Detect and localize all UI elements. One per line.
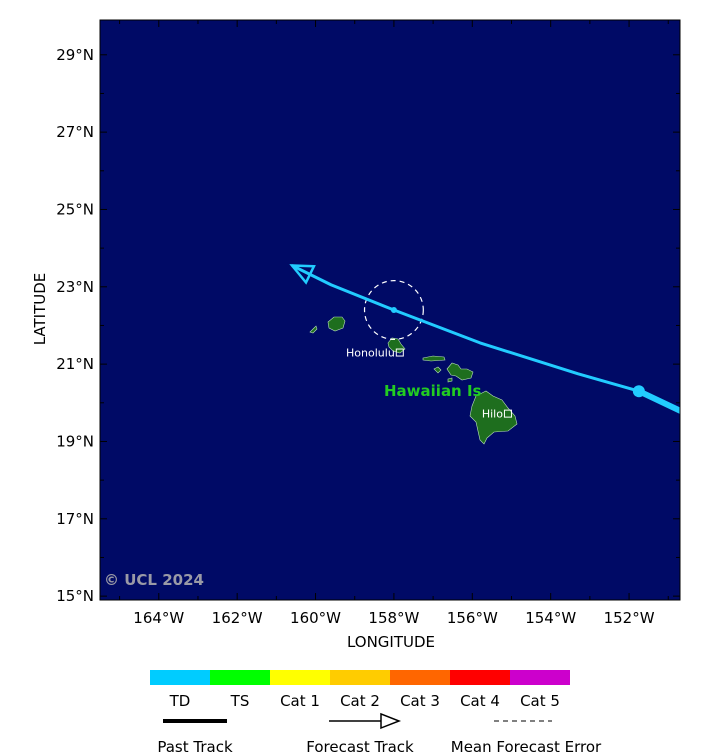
legend-category-label: TD: [169, 692, 191, 710]
legend-category-label: Cat 4: [460, 692, 500, 710]
region-label: Hawaiian Is: [384, 382, 482, 400]
place-marker-icon: [395, 348, 404, 357]
place-label: Honolulu: [346, 347, 395, 360]
y-axis-title: LATITUDE: [31, 273, 49, 346]
place-label: Hilo: [482, 408, 503, 421]
legend-error-label: Mean Forecast Error: [451, 738, 602, 756]
big-island: [469, 390, 518, 445]
legend-swatch: [330, 670, 390, 685]
lon-tick-label: 156°W: [447, 609, 498, 627]
lanai-island: [433, 366, 442, 374]
legend-swatch: [510, 670, 570, 685]
legend-swatch: [270, 670, 330, 685]
maui-island: [446, 362, 474, 381]
place-markers: Honolulu Hilo: [346, 347, 512, 421]
kauai-island: [327, 316, 346, 332]
longitude-tick-labels: 164°W 162°W 160°W 158°W 156°W 154°W 152°W: [133, 609, 654, 627]
plot-area: Honolulu Hilo Hawaiian Is © UCL 2024: [104, 264, 680, 589]
legend-category-label: Cat 5: [520, 692, 560, 710]
legend-category-label: TS: [230, 692, 250, 710]
track-point: [390, 307, 397, 313]
legend: TD TS Cat 1 Cat 2 Cat 3 Cat 4 Cat 5 Past Track…: [150, 670, 602, 756]
lat-tick-label: 17°N: [56, 510, 94, 528]
legend-category-label: Cat 2: [340, 692, 380, 710]
lat-tick-label: 19°N: [56, 432, 94, 450]
lat-tick-label: 27°N: [56, 123, 94, 141]
lat-tick-label: 25°N: [56, 200, 94, 218]
legend-category-label: Cat 3: [400, 692, 440, 710]
lon-tick-label: 158°W: [368, 609, 419, 627]
legend-forecast-track-label: Forecast Track: [306, 738, 414, 756]
legend-color-bar: [150, 670, 570, 685]
place-marker-icon: [503, 409, 512, 418]
kahoolawe-island: [447, 377, 453, 383]
forecast-error-circle: [363, 280, 424, 340]
frame-ticks: [100, 20, 680, 600]
legend-category-label: Cat 1: [280, 692, 320, 710]
lat-tick-label: 29°N: [56, 46, 94, 64]
lon-tick-label: 152°W: [604, 609, 655, 627]
legend-swatch: [390, 670, 450, 685]
latitude-tick-labels: 29°N 27°N 25°N 23°N 21°N 19°N 17°N 15°N: [56, 46, 94, 605]
lon-tick-label: 154°W: [525, 609, 576, 627]
lon-tick-label: 164°W: [133, 609, 184, 627]
track-point: [632, 385, 645, 398]
legend-past-track-label: Past Track: [157, 738, 233, 756]
legend-swatch: [210, 670, 270, 685]
copyright-text: © UCL 2024: [104, 571, 204, 589]
lon-tick-label: 160°W: [290, 609, 341, 627]
forecast-track-line: [291, 264, 640, 393]
hawaiian-islands: [309, 316, 518, 445]
lon-tick-label: 162°W: [212, 609, 263, 627]
legend-forecast-arrow-icon: [380, 712, 402, 730]
plot-frame: [99, 19, 681, 601]
track-points: [390, 307, 645, 398]
forecast-arrowhead: [289, 264, 316, 285]
legend-swatch: [450, 670, 510, 685]
lat-tick-label: 21°N: [56, 355, 94, 373]
x-axis-title: LONGITUDE: [347, 633, 435, 651]
lat-tick-label: 15°N: [56, 587, 94, 605]
lat-tick-label: 23°N: [56, 278, 94, 296]
legend-category-labels: TD TS Cat 1 Cat 2 Cat 3 Cat 4 Cat 5: [169, 692, 560, 710]
molokai-island: [422, 355, 446, 362]
niihau-island: [309, 325, 318, 334]
legend-swatch: [150, 670, 210, 685]
